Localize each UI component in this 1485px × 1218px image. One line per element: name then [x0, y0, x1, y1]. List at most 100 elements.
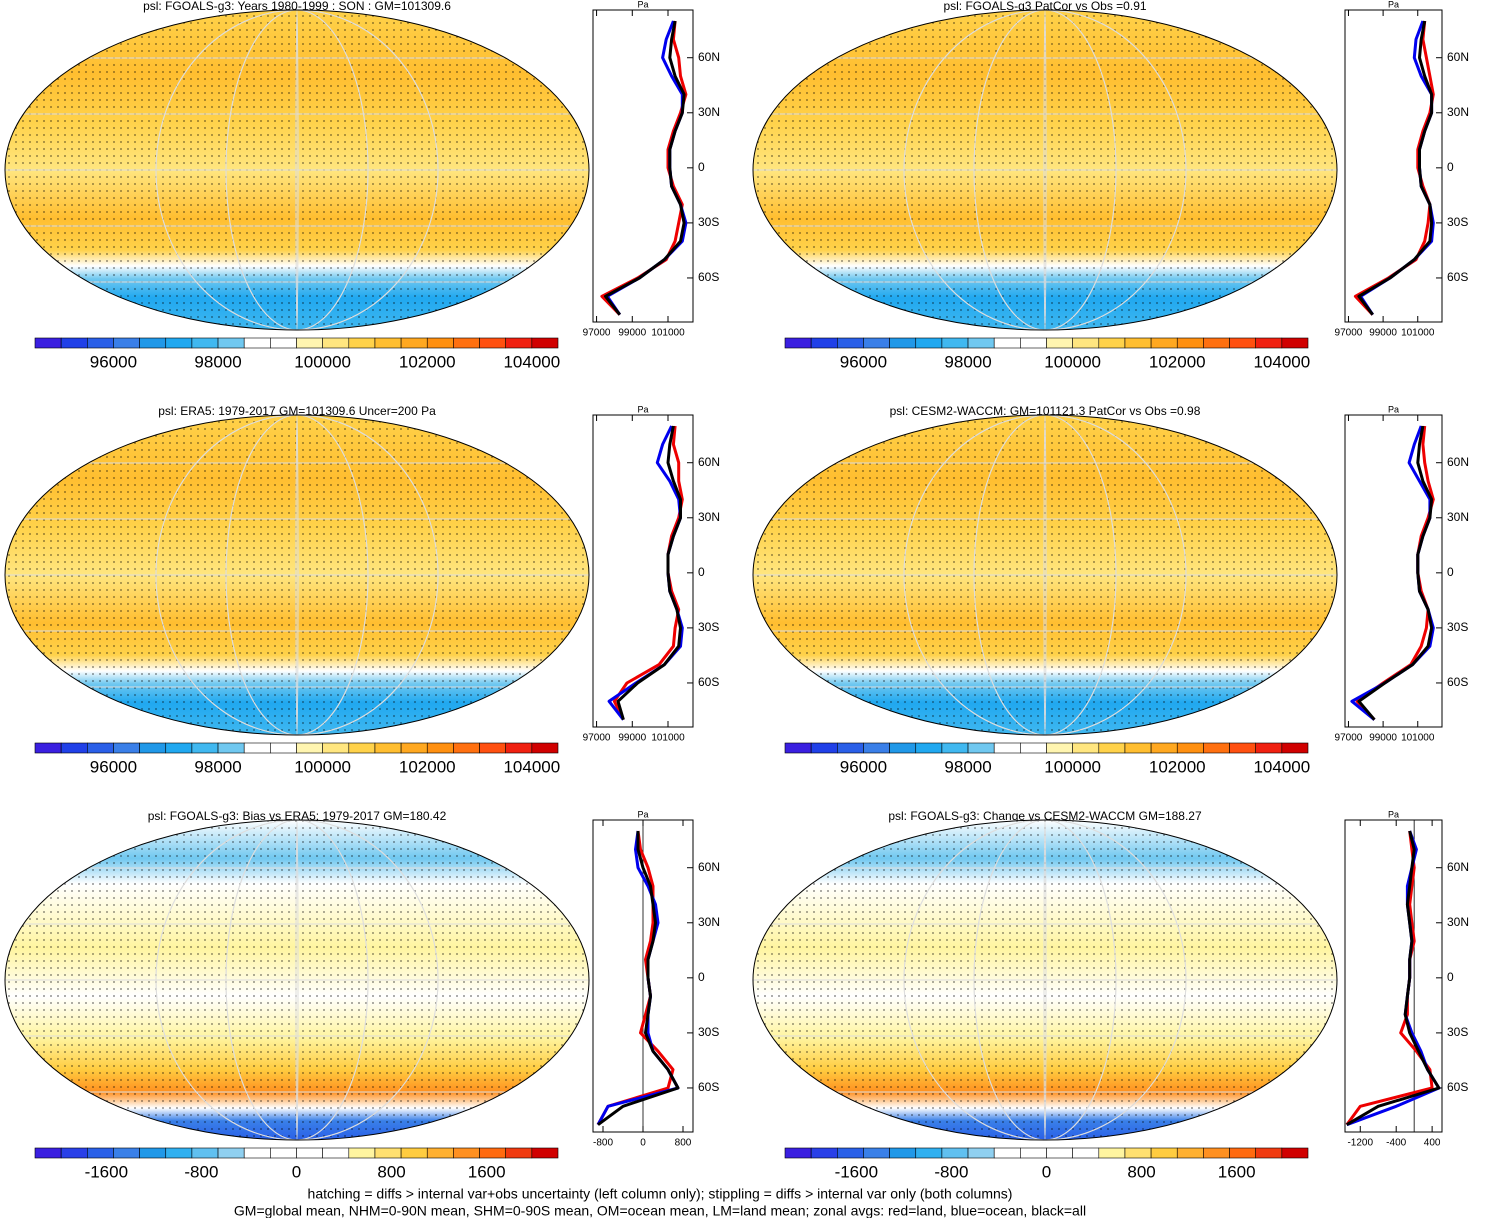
colorbar-box [784, 742, 812, 754]
colorbar-box [810, 337, 838, 349]
colorbar-box [165, 1147, 193, 1159]
y-tick-label: 60S [1447, 675, 1468, 689]
x-axis-label: Pa [637, 0, 648, 9]
colorbar-box [915, 742, 943, 754]
colorbar-box [400, 742, 428, 754]
x-axis-label: Pa [1388, 0, 1399, 9]
graticule [295, 820, 299, 1140]
colorbar-box [889, 337, 917, 349]
colorbar-box [863, 742, 890, 754]
colorbar-box [426, 1147, 454, 1159]
colorbar-box [967, 742, 995, 754]
x-axis-label: Pa [637, 809, 648, 819]
colorbar-box [1020, 337, 1047, 349]
colorbar-label: 800 [377, 1162, 405, 1181]
colorbar-box [531, 337, 559, 349]
graticule [295, 10, 299, 330]
zonal-line [1357, 20, 1434, 316]
y-tick-label: 30S [698, 1025, 719, 1039]
zonal-line [1346, 830, 1441, 1127]
y-tick-label: 30N [1447, 105, 1469, 119]
colorbar-box [967, 337, 995, 349]
colorbar-box [479, 1147, 506, 1159]
colorbar-label: -1600 [85, 1162, 128, 1181]
graticule [903, 415, 1187, 735]
colorbar-box [1046, 742, 1073, 754]
map [753, 10, 1337, 330]
y-tick-label: 30S [1447, 215, 1468, 229]
y-tick-label: 30N [1447, 510, 1469, 524]
x-axis-label: Pa [1388, 404, 1399, 414]
colorbar-box [993, 1147, 1021, 1159]
colorbar-label: 96000 [840, 352, 887, 371]
colorbar-label: 0 [1042, 1162, 1051, 1181]
colorbar-box [1229, 742, 1257, 754]
y-tick-label: 30N [698, 510, 720, 524]
colorbar-box [941, 337, 969, 349]
colorbar-box [139, 337, 167, 349]
colorbar-box [1281, 742, 1309, 754]
graticule [1043, 820, 1047, 1140]
colorbar-box [217, 1147, 245, 1159]
colorbar-box [836, 742, 864, 754]
map [5, 820, 589, 1140]
colorbar-box [1046, 1147, 1073, 1159]
y-tick-label: 0 [1447, 565, 1454, 579]
colorbar-box [322, 742, 350, 754]
colorbar-box [1150, 337, 1178, 349]
colorbar-box [889, 742, 917, 754]
map [5, 415, 589, 735]
colorbar-box [1281, 1147, 1309, 1159]
colorbar-box [1020, 742, 1047, 754]
y-tick-label: 30S [1447, 620, 1468, 634]
colorbar-box [217, 337, 245, 349]
colorbar-label: 96000 [90, 757, 137, 776]
graticule [973, 415, 1117, 735]
x-tick-label: 101000 [1401, 733, 1435, 744]
colorbar-box [296, 742, 323, 754]
graticule [225, 820, 369, 1140]
y-tick-label: 60N [698, 860, 720, 874]
colorbar-label: 102000 [1149, 352, 1206, 371]
colorbar-box [836, 1147, 864, 1159]
y-tick-label: 60S [698, 1080, 719, 1094]
y-tick-label: 60S [1447, 270, 1468, 284]
colorbar-label: -800 [184, 1162, 218, 1181]
colorbar-box [993, 742, 1021, 754]
colorbar-box [243, 337, 271, 349]
colorbar-box [836, 337, 864, 349]
map-outline [4, 819, 590, 1141]
colorbar-box [270, 337, 297, 349]
y-tick-label: 60N [1447, 50, 1469, 64]
footnote: hatching = diffs > internal var+obs unce… [308, 1186, 1013, 1202]
colorbar-box [531, 1147, 559, 1159]
zonal-line [596, 830, 675, 1126]
colorbar-box [1150, 742, 1178, 754]
colorbar-box [1046, 337, 1073, 349]
colorbar-box [296, 1147, 323, 1159]
plot-frame [1344, 414, 1443, 728]
colorbar-box [1072, 1147, 1100, 1159]
x-tick-label: -1200 [1347, 1138, 1373, 1149]
panel-title: psl: FGOALS-g3: Years 1980-1999 : SON : … [143, 0, 451, 13]
map-outline [752, 9, 1338, 331]
x-tick-label: 97000 [1335, 733, 1363, 744]
colorbar-box [243, 1147, 271, 1159]
panel-title: psl: FGOALS-g3 PatCor vs Obs =0.91 [943, 0, 1146, 13]
y-tick-label: 0 [1447, 160, 1454, 174]
colorbar-box [889, 1147, 917, 1159]
colorbar-box [863, 337, 890, 349]
colorbar-label: 1600 [1218, 1162, 1256, 1181]
colorbar-label: -800 [934, 1162, 968, 1181]
colorbar-label: 102000 [1149, 757, 1206, 776]
colorbar-box [87, 1147, 114, 1159]
colorbar-box [1150, 1147, 1178, 1159]
panel-title: psl: CESM2-WACCM: GM=101121.3 PatCor vs … [890, 404, 1201, 418]
colorbar-label: 100000 [1044, 352, 1101, 371]
colorbar-label: 104000 [1253, 757, 1310, 776]
colorbar-box [479, 337, 506, 349]
colorbar-box [60, 337, 88, 349]
colorbar-box [784, 1147, 812, 1159]
y-tick-label: 60S [698, 270, 719, 284]
map-outline [752, 414, 1338, 736]
